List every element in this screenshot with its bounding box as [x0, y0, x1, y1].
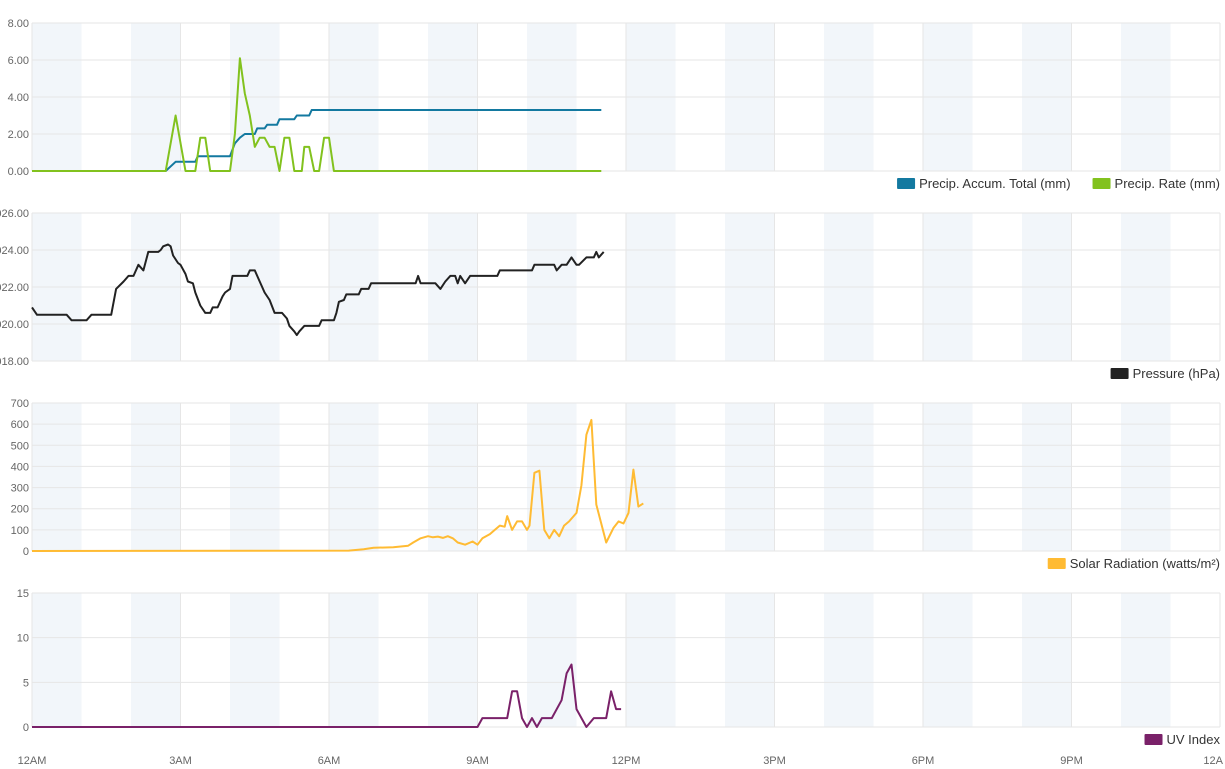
hour-band [131, 403, 181, 551]
y-tick-label: 0 [23, 722, 29, 734]
hour-band [824, 593, 874, 727]
y-tick-label: 600 [11, 419, 29, 431]
y-tick-label: 200 [11, 504, 29, 516]
legend-swatch [1110, 368, 1129, 379]
legend-swatch [1144, 734, 1163, 745]
y-tick-label: 4.00 [8, 92, 29, 104]
hour-band [1022, 403, 1072, 551]
hour-band [923, 593, 973, 727]
y-tick-label: 5 [23, 677, 29, 689]
y-tick-label: 100 [11, 525, 29, 537]
x-tick-label: 6AM [318, 755, 341, 767]
series-line-precip-rate-mm [32, 57, 602, 172]
y-tick-label: 0.00 [8, 166, 29, 178]
x-tick-label: 12PM [612, 755, 641, 767]
hour-band [527, 403, 577, 551]
hour-band [923, 403, 973, 551]
hour-band [824, 403, 874, 551]
hour-band [725, 593, 775, 727]
legends: Precip. Rate (mm) Precip. Accum. Total (m… [897, 176, 1220, 747]
y-tick-label: 400 [11, 461, 29, 473]
y-tick-label: 10 [17, 633, 29, 645]
y-tick-label: 2.00 [8, 129, 29, 141]
legend-label: Precip. Rate (mm) [1115, 176, 1220, 191]
x-axis-ticks: 12AM 3AM 6AM 9AM 12PM 3PM 6PM 9PM 12A [18, 755, 1224, 767]
hour-band [626, 593, 676, 727]
legend-label: Pressure (hPa) [1133, 366, 1220, 381]
hour-band [32, 403, 82, 551]
hour-band [230, 593, 280, 727]
y-tick-label: 0 [23, 546, 29, 558]
hour-band [329, 403, 379, 551]
y-tick-label: 500 [11, 440, 29, 452]
series-line-pressure-hpa [31, 243, 605, 337]
y-tick-label: 1020.00 [0, 319, 29, 331]
y-tick-label: 700 [11, 398, 29, 410]
legend-swatch [1047, 558, 1066, 569]
legend-swatch [897, 178, 916, 189]
y-tick-label: 1026.00 [0, 208, 29, 220]
x-tick-label: 12AM [18, 755, 47, 767]
series-line-uv-index [32, 663, 622, 728]
x-tick-label: 3PM [763, 755, 786, 767]
x-tick-label: 9PM [1060, 755, 1083, 767]
hour-band [428, 593, 478, 727]
hour-band [1121, 593, 1171, 727]
hour-bands [32, 23, 1171, 727]
y-tick-label: 1018.00 [0, 356, 29, 368]
y-axis-ticks: 0.00 2.00 4.00 6.00 8.00 1018.00 1020.00 1022.0… [0, 18, 29, 734]
x-tick-label: 9AM [466, 755, 489, 767]
hour-band [1022, 593, 1072, 727]
x-tick-label: 12A [1203, 755, 1223, 767]
y-tick-label: 6.00 [8, 55, 29, 67]
hour-band [329, 593, 379, 727]
legend-swatch [1092, 178, 1111, 189]
legend-label: Precip. Accum. Total (mm) [919, 176, 1070, 191]
x-tick-label: 3AM [169, 755, 192, 767]
hour-band [725, 403, 775, 551]
hour-band [428, 403, 478, 551]
y-tick-label: 15 [17, 588, 29, 600]
y-tick-label: 8.00 [8, 18, 29, 30]
x-tick-label: 6PM [912, 755, 935, 767]
hour-band [1121, 403, 1171, 551]
series-line-precip-accum-total-mm [32, 109, 602, 172]
legend-label: Solar Radiation (watts/m²) [1070, 556, 1220, 571]
y-tick-label: 300 [11, 483, 29, 495]
hour-band [131, 593, 181, 727]
hour-band [527, 593, 577, 727]
series-lines [31, 57, 644, 728]
y-tick-label: 1024.00 [0, 245, 29, 257]
series-line-solar-radiation-watts-m [31, 418, 644, 552]
y-tick-label: 1022.00 [0, 282, 29, 294]
hour-band [32, 593, 82, 727]
hour-band [230, 403, 280, 551]
legend-label: UV Index [1167, 732, 1221, 747]
